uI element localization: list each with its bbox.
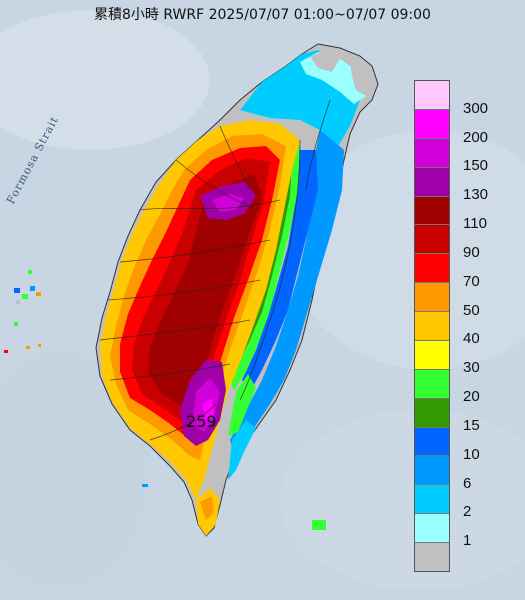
legend-label: 50 bbox=[463, 301, 480, 319]
legend-swatch bbox=[415, 109, 449, 139]
legend-label: 110 bbox=[463, 215, 487, 233]
legend-swatch bbox=[415, 312, 449, 341]
legend-swatch bbox=[415, 340, 449, 370]
legend-label: 6 bbox=[463, 474, 472, 492]
green-island bbox=[312, 520, 326, 530]
legend-swatch bbox=[415, 138, 449, 168]
legend-label: 1 bbox=[463, 532, 472, 550]
legend-swatch bbox=[415, 283, 449, 312]
legend-swatch bbox=[415, 398, 449, 428]
color-legend bbox=[414, 80, 450, 572]
legend-swatch bbox=[415, 456, 449, 486]
legend-label: 40 bbox=[463, 330, 480, 348]
legend-label: 130 bbox=[463, 186, 489, 204]
legend-label: 300 bbox=[463, 99, 489, 117]
legend-label: 150 bbox=[463, 157, 489, 175]
legend-label: 90 bbox=[463, 243, 480, 261]
map-title: 累積8小時 RWRF 2025/07/07 01:00~07/07 09:00 bbox=[94, 7, 431, 23]
legend-label: 10 bbox=[463, 445, 480, 463]
legend-label: 200 bbox=[463, 128, 489, 146]
legend-swatch bbox=[415, 81, 449, 110]
legend-swatch bbox=[415, 254, 449, 284]
penghu-islands bbox=[4, 270, 41, 353]
legend-label: 20 bbox=[463, 388, 480, 406]
legend-label: 2 bbox=[463, 503, 472, 521]
legend-swatch bbox=[415, 514, 449, 543]
legend-swatch bbox=[415, 225, 449, 255]
legend-label: 15 bbox=[463, 416, 480, 434]
max-value-label: 259 bbox=[186, 412, 217, 431]
legend-swatch bbox=[415, 196, 449, 226]
legend-swatch bbox=[415, 369, 449, 399]
legend-swatch bbox=[415, 485, 449, 515]
legend-swatch bbox=[415, 543, 449, 571]
legend-swatch bbox=[415, 427, 449, 457]
legend-label: 70 bbox=[463, 272, 480, 290]
legend-label: 30 bbox=[463, 359, 480, 377]
legend-labels: 300 200 150 130 110 90 70 50 40 30 20 15 10 6 2 1 bbox=[463, 80, 523, 570]
legend-swatch bbox=[415, 167, 449, 197]
